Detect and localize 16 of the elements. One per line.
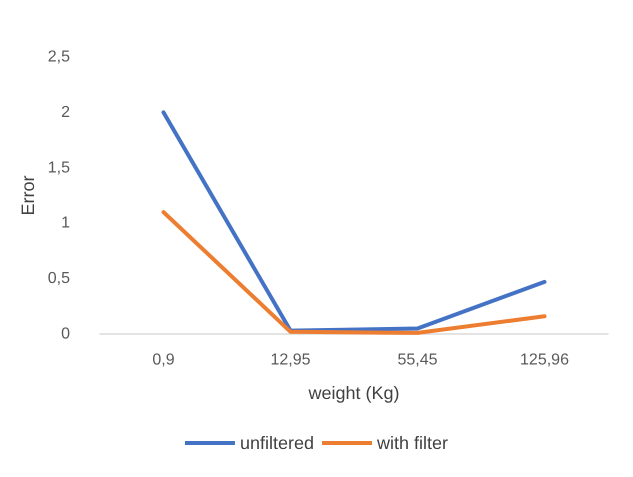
- y-axis-title: Error: [18, 175, 38, 216]
- legend-label: with filter: [376, 433, 448, 453]
- y-tick-label: 0: [61, 326, 70, 342]
- x-tick-label: 125,96: [520, 352, 570, 368]
- x-tick-label: 0,9: [152, 352, 175, 368]
- x-tick-label: 55,45: [397, 352, 438, 368]
- line-series: [162, 110, 546, 333]
- y-tick-label: 2: [61, 104, 70, 121]
- legend-label: unfiltered: [240, 433, 314, 453]
- y-tick-label: 0,5: [48, 270, 70, 288]
- y-tick-label: 1: [61, 214, 70, 232]
- line-series: [162, 210, 546, 335]
- x-axis-title: weight (Kg): [307, 383, 400, 403]
- y-tick-label: 2,5: [48, 48, 70, 66]
- x-tick-label: 12,95: [270, 352, 311, 368]
- y-tick-label: 1,5: [48, 159, 70, 176]
